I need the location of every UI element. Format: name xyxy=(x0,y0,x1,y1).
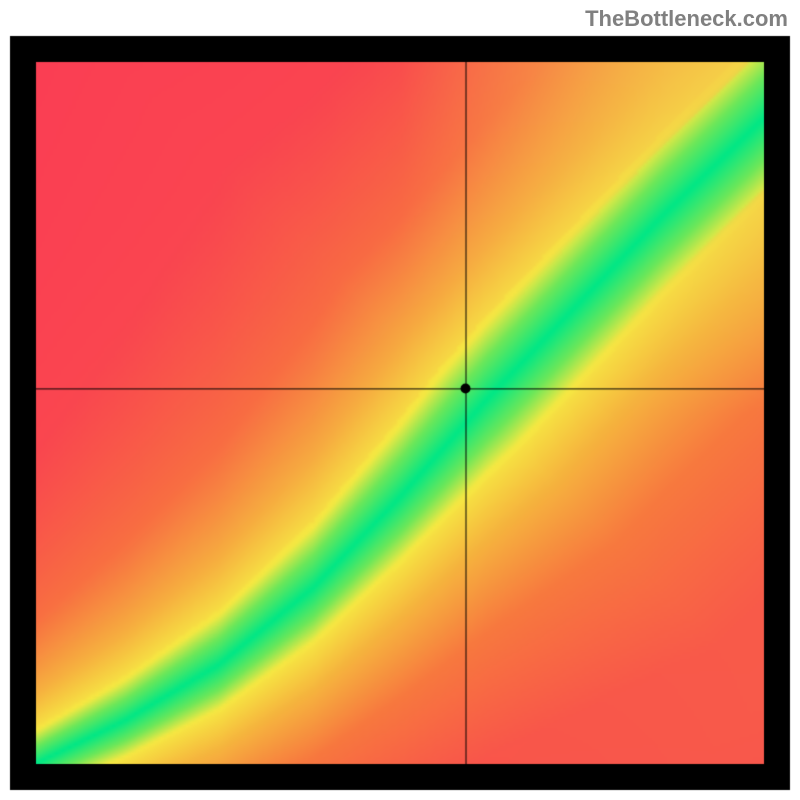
bottleneck-heatmap xyxy=(0,0,800,800)
watermark: TheBottleneck.com xyxy=(585,6,788,32)
chart-container: { "watermark": { "text": "TheBottleneck.… xyxy=(0,0,800,800)
